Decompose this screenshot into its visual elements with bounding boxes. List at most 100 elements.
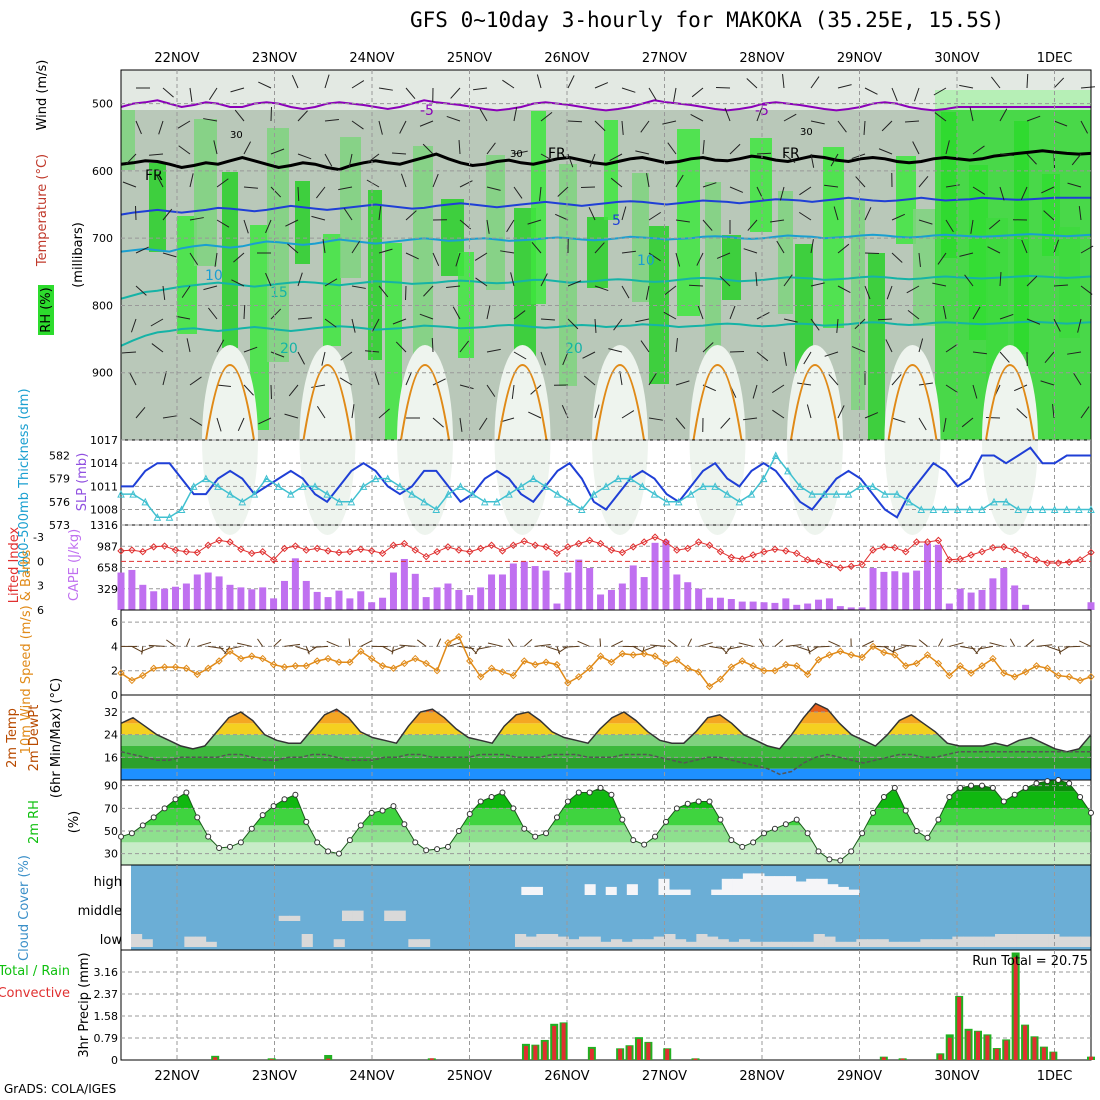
cloud-cell [579,936,591,947]
cape-bar [586,568,594,610]
wind-barb [531,241,542,254]
thickness-marker [129,489,137,498]
thickness-marker [917,505,926,514]
cape-bar [727,599,735,610]
rh-marker [499,789,506,796]
precip-convective-bar [618,1048,623,1060]
wind-barb-10m [828,640,841,647]
wind-speed-marker [989,654,997,663]
wind-barb [540,318,556,321]
cape-bar [150,591,158,610]
wind-barb-10m [523,639,533,647]
thickness-marker [396,482,404,490]
rh-marker [434,846,441,853]
cape-bar [891,571,899,610]
rh-marker [118,833,124,840]
wind-barb [851,153,866,160]
cloud-cell [679,889,691,895]
wind-barb [635,150,650,155]
wind-tick-label: 4 [111,640,118,653]
cape-bar [945,603,953,610]
wind-barb [486,186,501,191]
cloud-cell [771,941,783,947]
wind-barb [648,87,657,101]
temp-line [120,702,1092,753]
wind-barb [265,219,272,234]
wind-speed-marker [694,668,703,676]
wind-barb [243,219,249,234]
wind-speed-marker [902,662,910,670]
li-marker [553,549,561,558]
wind-barb [177,120,191,129]
wind-barb [779,186,785,201]
wind-barb [690,113,704,122]
wind-speed-marker [1076,676,1084,685]
thickness-marker [226,489,234,498]
cloud-cell [547,934,559,947]
li-marker [640,538,648,546]
cloud-cell [781,941,793,947]
wind-barb [613,318,623,331]
rh-marker [543,830,550,837]
cape-bar [400,558,408,610]
wind-barb [743,248,758,254]
cloud-cell [760,941,772,947]
wind-barb-10m [447,641,462,647]
rh-shade-green [868,253,885,440]
li-marker [160,542,169,550]
wind-barb [216,417,222,432]
wind-barb [772,409,785,419]
wind-barb [797,382,812,386]
thickness-marker [747,489,756,498]
wind-barb-10m [599,638,602,647]
rh-marker [510,805,517,812]
wind-barb [528,411,542,419]
wind-barb [284,413,299,419]
wind-barb-10m [562,645,579,648]
wind-barb [243,141,252,155]
thickness-marker [177,505,186,514]
upper-air-ylabel-units: (millibars) [71,222,86,288]
rh-marker [532,833,539,840]
li-marker [128,546,136,554]
wind-speed-marker [1043,664,1052,672]
wind-barb [988,219,1001,230]
rh-marker [368,809,375,816]
wind-barb [216,219,230,228]
wind-barb [702,342,714,353]
thickness-marker [808,489,816,498]
wind-barb [1078,206,1082,221]
cape-bar [171,586,179,610]
li-marker [422,552,430,561]
wind-barb [378,248,393,254]
wind-barb [378,87,393,91]
precip-convective-bar [938,1054,943,1060]
wind-barb [486,348,501,353]
wind-barb [1043,210,1055,221]
wind-barb [906,285,920,294]
wind-barb [297,153,312,160]
wind-barb [297,317,312,320]
temp-band [121,734,1091,746]
rh-marker [826,856,833,863]
wind-barb-10m [148,644,165,647]
wind-barb-10m [650,644,666,647]
wind-barb [1080,120,1089,134]
wind-barb [1053,284,1069,287]
wind-barb-10m [1009,638,1016,647]
wind-barb [513,351,527,360]
thickness-marker [650,489,659,498]
pressure-tick-label: 800 [92,299,113,312]
li-marker [1065,558,1073,566]
li-marker [662,538,670,546]
thickness-marker [468,489,477,498]
wind-speed-marker [1087,673,1095,681]
wind-barb-10m [166,639,176,647]
wind-barb [189,376,202,386]
wind-barb [258,417,272,425]
wind-speed-marker [869,642,877,651]
cloud-cell [899,941,911,947]
precip-convective-bar [1013,956,1018,1060]
rh-marker [968,782,975,789]
temp-bands [121,703,1091,780]
